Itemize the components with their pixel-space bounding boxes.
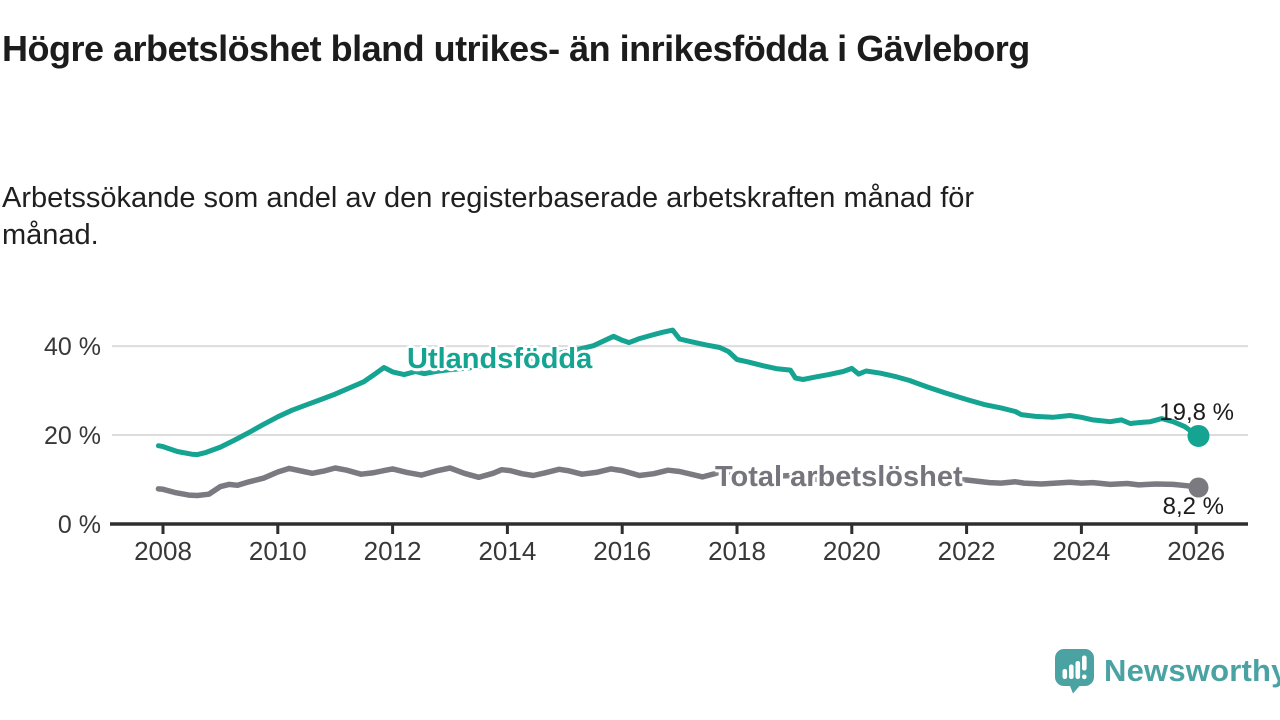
newsworthy-logo: Newsworthy <box>1054 648 1280 694</box>
end-value-label-utlandsfodda: 19,8 % <box>1159 399 1234 426</box>
y-axis-tick-label: 20 % <box>44 422 101 450</box>
series-line-1 <box>155 465 1202 499</box>
x-axis-tick-label: 2012 <box>364 536 422 566</box>
x-axis-tick-label: 2016 <box>593 536 651 566</box>
series-end-dot-0 <box>1187 424 1210 447</box>
x-axis-tick-label: 2022 <box>938 536 996 566</box>
x-axis-tick-label: 2024 <box>1052 536 1110 566</box>
x-axis-tick-label: 2008 <box>134 536 192 566</box>
series-label-utlandsfodda: Utlandsfödda <box>407 343 593 375</box>
chart-title: Högre arbetslöshet bland utrikes- än inr… <box>2 28 1030 69</box>
chart-subtitle: Arbetssökande som andel av den registerb… <box>2 182 975 251</box>
y-axis-tick-label: 0 % <box>58 511 101 539</box>
bar-chart-speech-bubble-icon <box>1055 649 1094 694</box>
x-axis-tick-label: 2020 <box>823 536 881 566</box>
x-axis-tick-label: 2018 <box>708 536 766 566</box>
x-axis-tick-label: 2026 <box>1167 536 1225 566</box>
x-axis-tick-label: 2010 <box>249 536 307 566</box>
series-label-total-arbetsloshet: Total arbetslöshet <box>715 461 963 493</box>
newsworthy-wordmark: Newsworthy <box>1104 653 1280 688</box>
end-value-label-total: 8,2 % <box>1162 493 1224 520</box>
series-line-0 <box>155 327 1201 458</box>
y-axis-tick-label: 40 % <box>44 333 101 361</box>
x-axis-tick-label: 2014 <box>478 536 536 566</box>
series-end-dot-1 <box>1188 477 1209 498</box>
